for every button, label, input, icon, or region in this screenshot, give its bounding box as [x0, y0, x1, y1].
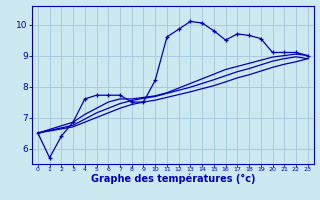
X-axis label: Graphe des températures (°c): Graphe des températures (°c) [91, 174, 255, 184]
